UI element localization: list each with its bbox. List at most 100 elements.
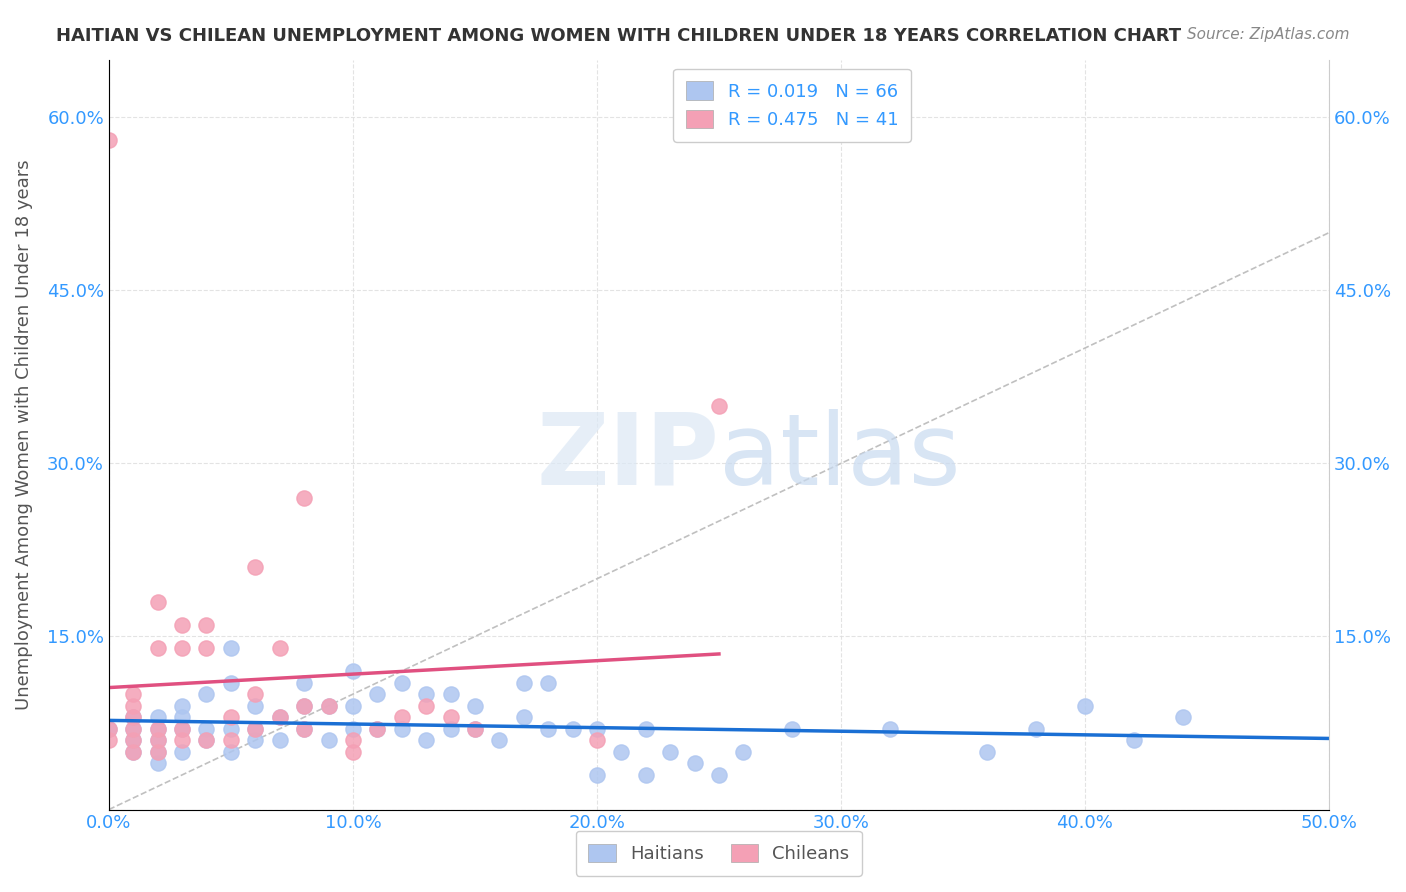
Legend: R = 0.019   N = 66, R = 0.475   N = 41: R = 0.019 N = 66, R = 0.475 N = 41 <box>673 69 911 142</box>
Point <box>610 745 633 759</box>
Point <box>122 733 145 747</box>
Point <box>415 733 437 747</box>
Point <box>172 745 194 759</box>
Point <box>122 745 145 759</box>
Point <box>122 687 145 701</box>
Point <box>318 698 340 713</box>
Point <box>195 618 218 632</box>
Text: HAITIAN VS CHILEAN UNEMPLOYMENT AMONG WOMEN WITH CHILDREN UNDER 18 YEARS CORRELA: HAITIAN VS CHILEAN UNEMPLOYMENT AMONG WO… <box>56 27 1181 45</box>
Point <box>172 733 194 747</box>
Point <box>172 710 194 724</box>
Point <box>1171 710 1194 724</box>
Point <box>439 710 461 724</box>
Text: ZIP: ZIP <box>536 409 718 506</box>
Point <box>172 698 194 713</box>
Point <box>146 733 169 747</box>
Point <box>683 756 706 771</box>
Point <box>122 710 145 724</box>
Point <box>292 698 315 713</box>
Point <box>219 675 242 690</box>
Point <box>415 687 437 701</box>
Point <box>707 399 730 413</box>
Y-axis label: Unemployment Among Women with Children Under 18 years: Unemployment Among Women with Children U… <box>15 160 32 710</box>
Point <box>634 722 657 736</box>
Point <box>172 722 194 736</box>
Point <box>318 733 340 747</box>
Point <box>439 687 461 701</box>
Point <box>733 745 755 759</box>
Point <box>97 133 120 147</box>
Point <box>146 745 169 759</box>
Point <box>122 722 145 736</box>
Point <box>146 756 169 771</box>
Point <box>219 710 242 724</box>
Point <box>195 722 218 736</box>
Point <box>586 768 609 782</box>
Point <box>561 722 583 736</box>
Point <box>269 733 291 747</box>
Point <box>219 733 242 747</box>
Point <box>146 710 169 724</box>
Text: Source: ZipAtlas.com: Source: ZipAtlas.com <box>1187 27 1350 42</box>
Point <box>195 733 218 747</box>
Point <box>537 675 560 690</box>
Point <box>342 698 364 713</box>
Point <box>269 640 291 655</box>
Point <box>707 768 730 782</box>
Point <box>122 722 145 736</box>
Point <box>146 640 169 655</box>
Point <box>391 675 413 690</box>
Point <box>586 733 609 747</box>
Point <box>537 722 560 736</box>
Point <box>512 710 534 724</box>
Point <box>172 722 194 736</box>
Point <box>366 722 388 736</box>
Point <box>634 768 657 782</box>
Point <box>245 687 267 701</box>
Point <box>976 745 998 759</box>
Point <box>318 698 340 713</box>
Point <box>122 710 145 724</box>
Text: atlas: atlas <box>718 409 960 506</box>
Point <box>439 722 461 736</box>
Point <box>292 675 315 690</box>
Point <box>1025 722 1047 736</box>
Point <box>659 745 682 759</box>
Point <box>292 722 315 736</box>
Point <box>366 687 388 701</box>
Point <box>464 698 486 713</box>
Point <box>245 698 267 713</box>
Point <box>146 733 169 747</box>
Point <box>146 595 169 609</box>
Point <box>146 745 169 759</box>
Point <box>122 733 145 747</box>
Point <box>342 664 364 678</box>
Point <box>195 687 218 701</box>
Point <box>122 698 145 713</box>
Point <box>292 722 315 736</box>
Point <box>464 722 486 736</box>
Point <box>879 722 901 736</box>
Point <box>122 745 145 759</box>
Point <box>269 710 291 724</box>
Point <box>1122 733 1144 747</box>
Point <box>219 722 242 736</box>
Point <box>146 722 169 736</box>
Point <box>245 560 267 574</box>
Point <box>1074 698 1097 713</box>
Point <box>391 722 413 736</box>
Point <box>391 710 413 724</box>
Point <box>172 640 194 655</box>
Point <box>245 722 267 736</box>
Point <box>97 722 120 736</box>
Point <box>97 722 120 736</box>
Point <box>97 733 120 747</box>
Point <box>245 722 267 736</box>
Point <box>146 722 169 736</box>
Point <box>219 640 242 655</box>
Point <box>512 675 534 690</box>
Point <box>195 640 218 655</box>
Point <box>172 618 194 632</box>
Point <box>292 698 315 713</box>
Point <box>366 722 388 736</box>
